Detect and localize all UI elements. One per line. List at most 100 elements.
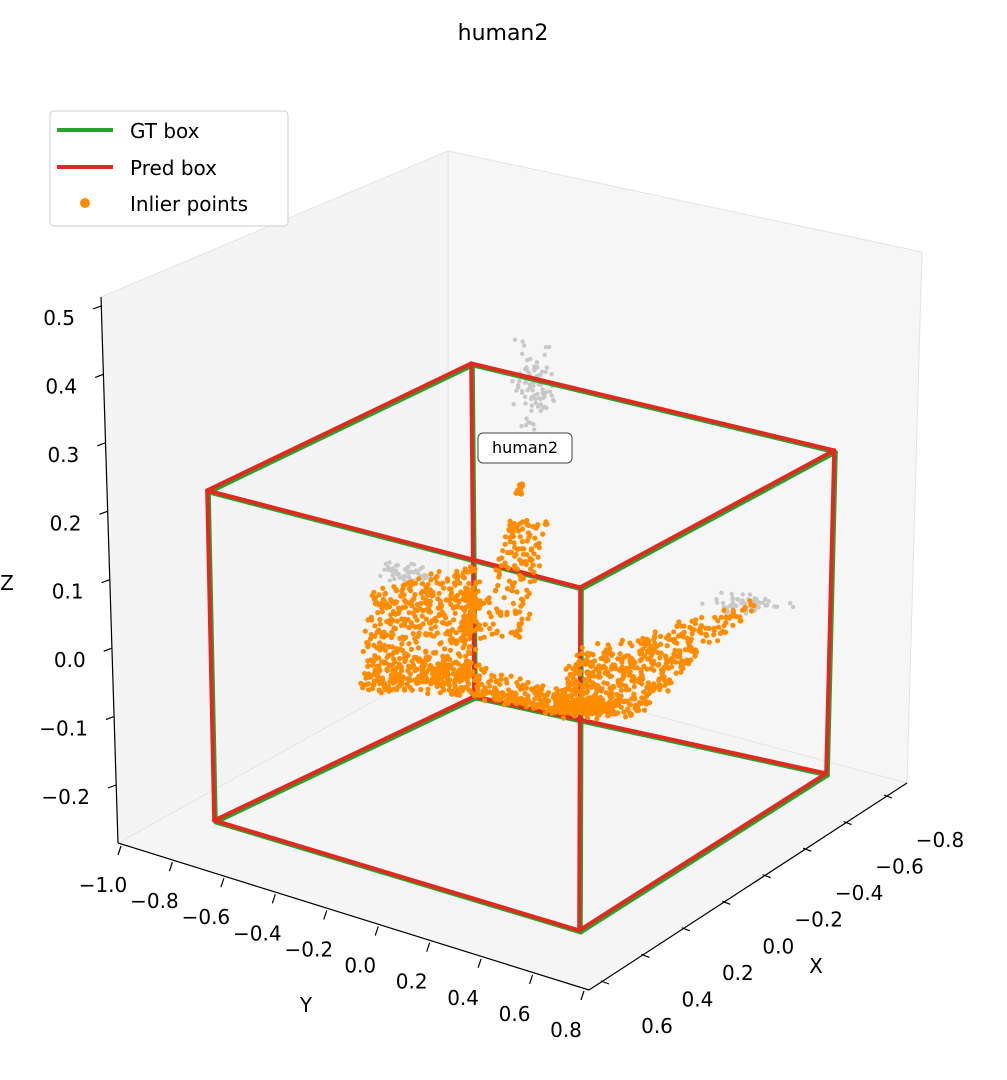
inlier-point	[430, 589, 436, 595]
pred-box-edge-8	[824, 448, 837, 776]
outlier-point	[524, 416, 529, 421]
inlier-point	[451, 617, 457, 623]
outlier-point	[532, 427, 537, 432]
inlier-point	[679, 631, 685, 637]
inlier-point	[534, 684, 540, 690]
inlier-point	[532, 578, 538, 584]
inlier-point	[386, 618, 393, 624]
inlier-point	[513, 551, 519, 558]
inlier-point	[652, 629, 658, 635]
outlier-point	[527, 382, 532, 387]
inlier-point	[394, 665, 400, 671]
inlier-point	[386, 644, 392, 650]
outlier-point	[743, 611, 749, 616]
inlier-point	[586, 683, 592, 689]
outlier-point	[534, 360, 540, 365]
inlier-point	[446, 687, 452, 693]
inlier-point	[602, 670, 608, 676]
outlier-point	[721, 604, 727, 610]
inlier-point	[629, 643, 635, 649]
inlier-point	[598, 655, 604, 662]
outlier-point	[520, 351, 525, 356]
inlier-point	[514, 546, 520, 553]
inlier-point	[457, 667, 463, 673]
inlier-point	[502, 563, 509, 569]
inlier-point	[442, 646, 448, 652]
inlier-point	[379, 605, 385, 611]
inlier-point	[481, 697, 488, 704]
inlier-point	[618, 641, 624, 647]
inlier-point	[478, 626, 484, 632]
inlier-point	[574, 703, 580, 709]
inlier-point	[511, 521, 517, 527]
z-tick-label-0: 0.5	[43, 306, 75, 330]
inlier-point	[560, 715, 567, 721]
y-tick-2	[220, 878, 225, 888]
inlier-point	[639, 673, 645, 679]
inlier-point	[492, 588, 499, 594]
inlier-point	[737, 618, 743, 624]
outlier-point	[526, 420, 531, 425]
inlier-point	[416, 623, 422, 629]
outlier-point	[720, 600, 726, 606]
legend: GT box Pred box Inlier points	[49, 110, 289, 227]
inlier-point	[418, 590, 424, 596]
outlier-point	[766, 599, 771, 604]
inlier-point	[514, 589, 520, 595]
outlier-point	[402, 578, 407, 583]
z-axis-line	[100, 296, 119, 844]
inlier-point	[376, 592, 382, 598]
y-tick-label-9: 0.8	[550, 1018, 582, 1042]
inlier-point	[476, 662, 482, 668]
inlier-point	[489, 672, 495, 678]
inlier-point	[569, 687, 575, 694]
inlier-point	[426, 608, 432, 615]
outlier-point	[734, 603, 739, 609]
inlier-point	[565, 707, 571, 714]
inlier-point	[657, 684, 663, 690]
inlier-point	[404, 617, 410, 623]
pred-box-edge-11	[577, 585, 583, 933]
inlier-point	[514, 701, 520, 707]
inlier-point	[398, 593, 404, 599]
inlier-point	[532, 535, 538, 541]
inlier-point	[486, 595, 492, 601]
pred-box-edge-7	[577, 771, 829, 933]
inlier-point	[663, 660, 670, 666]
inlier-point	[509, 588, 515, 594]
inlier-point	[527, 579, 534, 585]
inlier-point	[579, 710, 585, 716]
outlier-point	[421, 573, 426, 578]
y-tick-label-8: 0.6	[499, 1002, 531, 1026]
inlier-point	[399, 641, 405, 647]
inlier-point	[402, 604, 408, 610]
outlier-point	[524, 365, 529, 370]
inlier-point	[666, 665, 672, 671]
inlier-point	[596, 669, 602, 676]
inlier-point	[603, 708, 609, 714]
outlier-point	[540, 391, 546, 396]
outlier-point	[524, 357, 530, 363]
inlier-point	[679, 658, 685, 664]
inlier-point	[540, 531, 546, 537]
outlier-point	[730, 596, 736, 601]
inlier-point	[436, 682, 442, 688]
inlier-point	[510, 696, 517, 702]
inlier-point	[511, 563, 518, 569]
inlier-point	[443, 631, 449, 637]
y-tick-8	[528, 974, 534, 985]
inlier-point	[447, 647, 454, 653]
inlier-point	[506, 687, 512, 693]
inlier-point	[437, 690, 443, 696]
inlier-point	[523, 559, 529, 565]
inlier-point	[606, 701, 612, 707]
inlier-point	[588, 651, 594, 657]
inlier-point	[432, 624, 439, 630]
outlier-point	[544, 405, 549, 410]
z-tick-1	[94, 373, 104, 378]
x-tick-1	[843, 821, 852, 826]
inlier-point	[453, 630, 459, 636]
inlier-point	[377, 640, 383, 646]
inlier-point	[456, 598, 462, 604]
inlier-point	[466, 580, 472, 587]
